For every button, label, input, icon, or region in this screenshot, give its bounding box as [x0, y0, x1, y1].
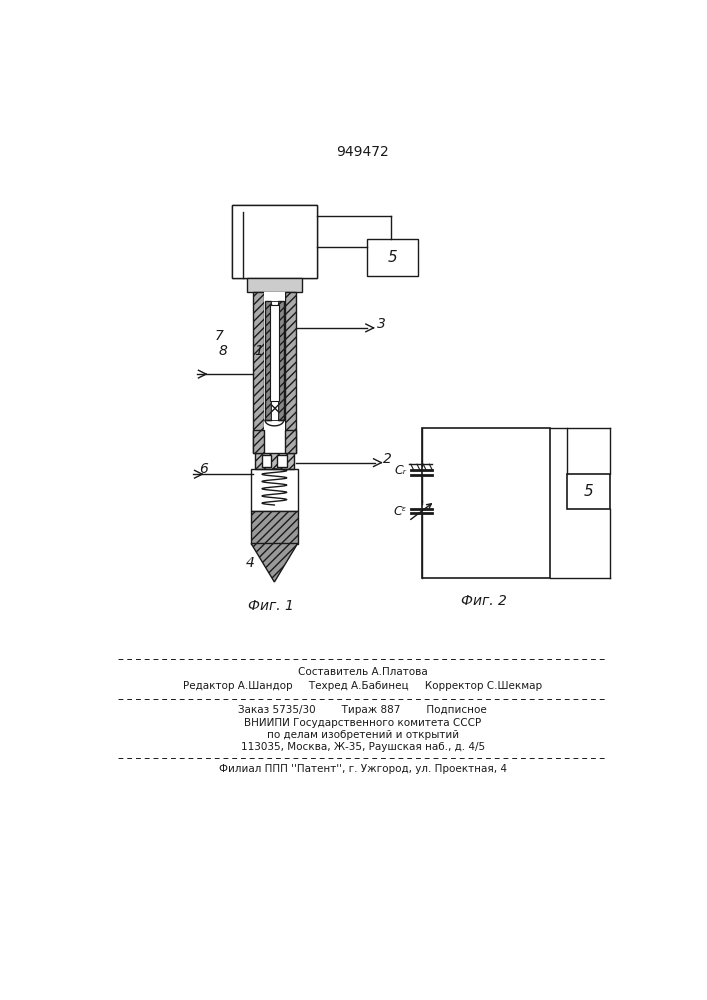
Bar — [251, 469, 298, 511]
Bar — [247, 278, 301, 292]
Text: Cᵣ: Cᵣ — [395, 464, 407, 477]
Text: 4: 4 — [246, 556, 255, 570]
Text: по делам изобретений и открытий: по делам изобретений и открытий — [267, 730, 459, 740]
Text: Cᵋ: Cᵋ — [394, 505, 407, 518]
Bar — [271, 301, 279, 420]
Text: ВНИИПИ Государственного комитета СССР: ВНИИПИ Государственного комитета СССР — [244, 718, 481, 728]
Text: Фиг. 2: Фиг. 2 — [461, 594, 506, 608]
Bar — [232, 205, 317, 278]
Text: Составитель А.Платова: Составитель А.Платова — [298, 667, 428, 677]
Bar — [262, 455, 271, 467]
Text: 113035, Москва, Ж-35, Раушская наб., д. 4/5: 113035, Москва, Ж-35, Раушская наб., д. … — [240, 742, 485, 752]
Bar — [277, 455, 287, 467]
Bar — [264, 292, 285, 453]
Bar — [285, 292, 296, 453]
Text: 7: 7 — [215, 329, 224, 343]
Bar — [285, 430, 296, 453]
Text: 8: 8 — [219, 344, 228, 358]
Bar — [567, 474, 610, 509]
Polygon shape — [251, 544, 298, 582]
Text: 6: 6 — [199, 462, 209, 476]
Text: 949472: 949472 — [337, 145, 389, 159]
Bar — [270, 305, 279, 401]
Bar — [251, 511, 298, 544]
Bar — [368, 239, 418, 276]
Text: 2: 2 — [383, 452, 392, 466]
Bar — [265, 301, 271, 420]
Text: 5: 5 — [584, 484, 593, 499]
Bar — [252, 430, 264, 453]
Bar — [252, 292, 264, 453]
Bar — [232, 205, 317, 278]
Text: Редактор А.Шандор     Техред А.Бабинец     Корректор С.Шекмар: Редактор А.Шандор Техред А.Бабинец Корре… — [183, 681, 542, 691]
Text: 1: 1 — [255, 344, 263, 358]
Text: Заказ 5735/30        Тираж 887        Подписное: Заказ 5735/30 Тираж 887 Подписное — [238, 705, 487, 715]
Text: 5: 5 — [387, 250, 397, 265]
Text: Филиал ППП ''Патент'', г. Ужгород, ул. Проектная, 4: Филиал ППП ''Патент'', г. Ужгород, ул. П… — [218, 764, 507, 774]
Text: 3: 3 — [377, 317, 385, 331]
Bar — [255, 453, 293, 469]
Text: Фиг. 1: Фиг. 1 — [247, 599, 293, 613]
Bar — [279, 301, 284, 420]
Bar — [421, 428, 549, 578]
